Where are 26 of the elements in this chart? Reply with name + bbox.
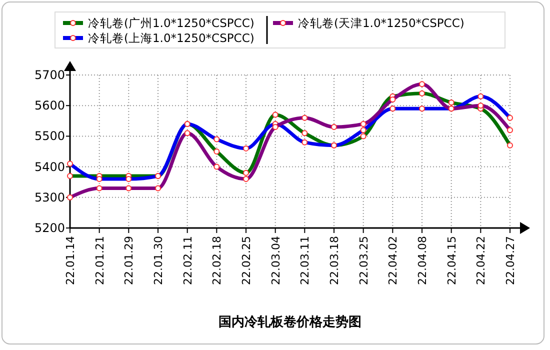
x-tick-label: 22.04.22 bbox=[474, 236, 488, 285]
x-tick-label: 22.04.08 bbox=[416, 236, 429, 285]
x-tick-label: 22.04.27 bbox=[504, 236, 517, 285]
legend-label: 冷轧卷(上海1.0*1250*CSPCC) bbox=[88, 31, 254, 45]
x-tick-label: 22.03.25 bbox=[357, 236, 370, 285]
y-tick-label: 5400 bbox=[34, 160, 65, 174]
x-tick-label: 22.01.30 bbox=[152, 236, 165, 285]
y-tick-label: 5700 bbox=[34, 68, 65, 82]
x-tick-label: 22.02.18 bbox=[210, 236, 224, 285]
x-tick-label: 22.02.25 bbox=[240, 236, 253, 285]
y-tick-label: 5300 bbox=[34, 190, 65, 204]
x-tick-label: 22.01.29 bbox=[122, 236, 136, 285]
legend-label: 冷轧卷(天津1.0*1250*CSPCC) bbox=[298, 16, 464, 30]
x-tick-label: 22.04.02 bbox=[386, 236, 400, 285]
x-tick-label: 22.01.14 bbox=[64, 236, 77, 285]
y-tick-label: 5200 bbox=[34, 221, 65, 235]
x-tick-label: 22.03.11 bbox=[298, 236, 312, 285]
y-tick-label: 5500 bbox=[34, 129, 65, 144]
x-tick-label: 22.03.18 bbox=[328, 236, 341, 285]
text: 国内冷轧板卷价格走势图 bbox=[218, 314, 362, 330]
legend-label: 冷轧卷(广州1.0*1250*CSPCC) bbox=[88, 16, 254, 30]
y-tick-label: 5600 bbox=[34, 98, 65, 113]
x-tick-label: 22.02.11 bbox=[181, 236, 194, 285]
x-tick-label: 22.04.15 bbox=[445, 236, 458, 285]
x-tick-label: 22.03.04 bbox=[269, 236, 282, 285]
x-tick-label: 22.01.21 bbox=[93, 236, 106, 285]
